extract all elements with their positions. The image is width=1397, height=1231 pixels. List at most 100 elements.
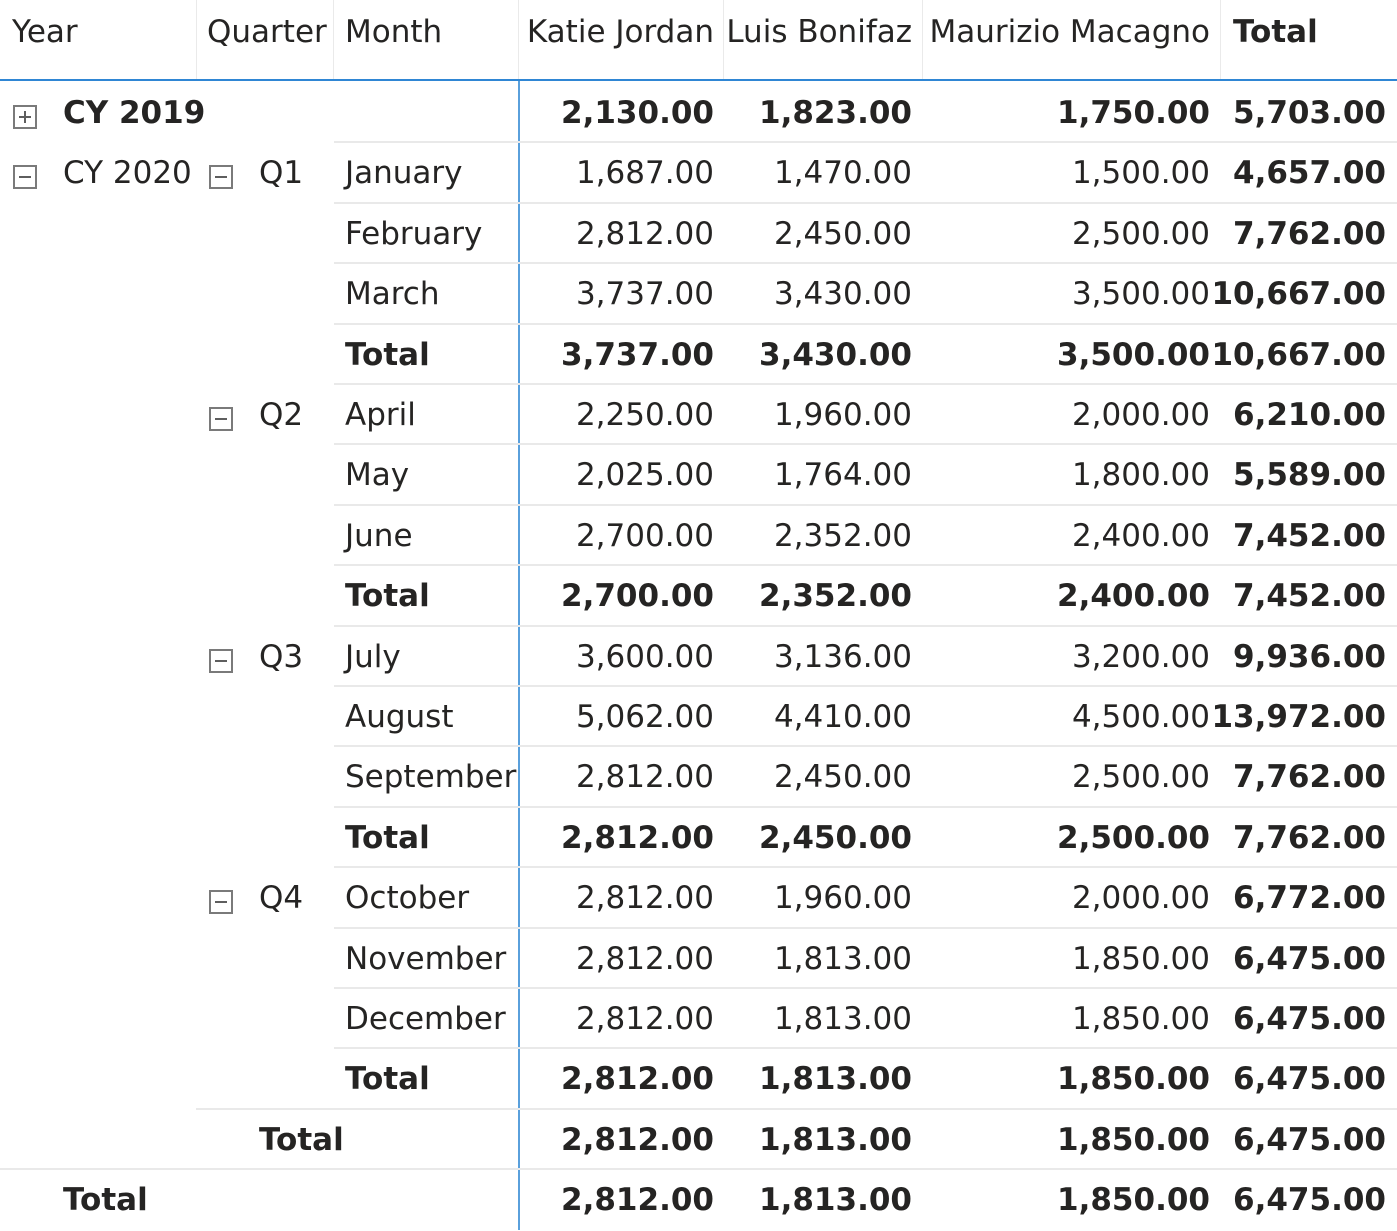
cell-luis-bonifaz[interactable]: 1,813.00 xyxy=(759,1182,912,1218)
cell-total[interactable]: 5,703.00 xyxy=(1233,95,1386,131)
cell-luis-bonifaz[interactable]: 2,450.00 xyxy=(759,820,912,856)
column-header-maurizio-macagno[interactable]: Maurizio Macagno xyxy=(929,14,1210,50)
cell-luis-bonifaz[interactable]: 2,450.00 xyxy=(773,216,912,252)
cell-katie-jordan[interactable]: 2,025.00 xyxy=(575,457,714,493)
cell-maurizio-macagno[interactable]: 2,000.00 xyxy=(1071,397,1210,433)
row-header-quarter[interactable]: Q1 xyxy=(259,155,304,191)
cell-total[interactable]: 7,452.00 xyxy=(1233,578,1386,614)
cell-luis-bonifaz[interactable]: 4,410.00 xyxy=(773,699,912,735)
cell-katie-jordan[interactable]: 2,812.00 xyxy=(561,1061,714,1097)
row-header-month[interactable]: March xyxy=(345,276,440,312)
row-header-month[interactable]: May xyxy=(345,457,410,493)
column-header-total[interactable]: Total xyxy=(1233,14,1318,50)
cell-katie-jordan[interactable]: 2,250.00 xyxy=(575,397,714,433)
column-header-katie-jordan[interactable]: Katie Jordan xyxy=(526,14,714,50)
column-header-quarter[interactable]: Quarter xyxy=(207,14,327,50)
cell-total[interactable]: 6,475.00 xyxy=(1233,1182,1386,1218)
cell-total[interactable]: 5,589.00 xyxy=(1233,457,1386,493)
collapse-icon[interactable] xyxy=(13,165,37,189)
cell-maurizio-macagno[interactable]: 3,200.00 xyxy=(1071,639,1210,675)
cell-maurizio-macagno[interactable]: 1,850.00 xyxy=(1071,1001,1210,1037)
cell-total[interactable]: 10,667.00 xyxy=(1211,337,1386,373)
cell-maurizio-macagno[interactable]: 2,400.00 xyxy=(1057,578,1210,614)
cell-total[interactable]: 13,972.00 xyxy=(1211,699,1386,735)
cell-katie-jordan[interactable]: 3,737.00 xyxy=(575,276,714,312)
cell-maurizio-macagno[interactable]: 1,850.00 xyxy=(1071,941,1210,977)
collapse-icon[interactable] xyxy=(209,165,233,189)
row-header-quarter[interactable]: Q4 xyxy=(259,880,304,916)
cell-luis-bonifaz[interactable]: 3,136.00 xyxy=(773,639,912,675)
cell-maurizio-macagno[interactable]: 2,400.00 xyxy=(1071,518,1210,554)
cell-maurizio-macagno[interactable]: 1,500.00 xyxy=(1071,155,1210,191)
cell-total[interactable]: 7,762.00 xyxy=(1233,759,1386,795)
cell-luis-bonifaz[interactable]: 2,352.00 xyxy=(759,578,912,614)
cell-maurizio-macagno[interactable]: 3,500.00 xyxy=(1057,337,1210,373)
cell-katie-jordan[interactable]: 2,812.00 xyxy=(575,880,714,916)
cell-katie-jordan[interactable]: 2,812.00 xyxy=(561,1122,714,1158)
row-header-month[interactable]: September xyxy=(345,759,517,795)
cell-luis-bonifaz[interactable]: 1,813.00 xyxy=(773,941,912,977)
row-header-month[interactable]: August xyxy=(345,699,454,735)
cell-total[interactable]: 4,657.00 xyxy=(1233,155,1386,191)
collapse-icon[interactable] xyxy=(209,407,233,431)
cell-total[interactable]: 6,772.00 xyxy=(1233,880,1386,916)
column-header-luis-bonifaz[interactable]: Luis Bonifaz xyxy=(726,14,912,50)
row-header-month[interactable]: February xyxy=(345,216,483,252)
cell-katie-jordan[interactable]: 2,812.00 xyxy=(575,1001,714,1037)
cell-total[interactable]: 6,475.00 xyxy=(1233,941,1386,977)
cell-luis-bonifaz[interactable]: 1,823.00 xyxy=(759,95,912,131)
column-header-year[interactable]: Year xyxy=(12,14,78,50)
cell-luis-bonifaz[interactable]: 1,813.00 xyxy=(759,1122,912,1158)
cell-maurizio-macagno[interactable]: 2,500.00 xyxy=(1071,759,1210,795)
cell-luis-bonifaz[interactable]: 1,960.00 xyxy=(773,397,912,433)
row-header-month[interactable]: June xyxy=(345,518,413,554)
row-header-month[interactable]: October xyxy=(345,880,470,916)
cell-total[interactable]: 10,667.00 xyxy=(1211,276,1386,312)
cell-katie-jordan[interactable]: 3,737.00 xyxy=(561,337,714,373)
cell-total[interactable]: 7,762.00 xyxy=(1233,820,1386,856)
collapse-icon[interactable] xyxy=(209,890,233,914)
cell-katie-jordan[interactable]: 2,812.00 xyxy=(575,216,714,252)
cell-maurizio-macagno[interactable]: 2,500.00 xyxy=(1071,216,1210,252)
row-header-month[interactable]: April xyxy=(345,397,416,433)
cell-maurizio-macagno[interactable]: 3,500.00 xyxy=(1071,276,1210,312)
collapse-icon[interactable] xyxy=(209,649,233,673)
row-header-month[interactable]: January xyxy=(345,155,463,191)
cell-luis-bonifaz[interactable]: 1,764.00 xyxy=(773,457,912,493)
cell-maurizio-macagno[interactable]: 2,500.00 xyxy=(1057,820,1210,856)
cell-luis-bonifaz[interactable]: 2,352.00 xyxy=(773,518,912,554)
row-header-month[interactable]: July xyxy=(345,639,401,675)
cell-total[interactable]: 6,475.00 xyxy=(1233,1001,1386,1037)
cell-total[interactable]: 9,936.00 xyxy=(1233,639,1386,675)
cell-katie-jordan[interactable]: 2,812.00 xyxy=(575,759,714,795)
row-header-year[interactable]: CY 2020 xyxy=(63,155,192,191)
column-header-month[interactable]: Month xyxy=(345,14,443,50)
cell-maurizio-macagno[interactable]: 1,850.00 xyxy=(1057,1061,1210,1097)
row-header-month[interactable]: November xyxy=(345,941,507,977)
cell-maurizio-macagno[interactable]: 4,500.00 xyxy=(1071,699,1210,735)
row-header-quarter[interactable]: Q3 xyxy=(259,639,304,675)
cell-total[interactable]: 6,210.00 xyxy=(1233,397,1386,433)
cell-katie-jordan[interactable]: 2,812.00 xyxy=(575,941,714,977)
cell-luis-bonifaz[interactable]: 1,813.00 xyxy=(773,1001,912,1037)
cell-maurizio-macagno[interactable]: 2,000.00 xyxy=(1071,880,1210,916)
cell-katie-jordan[interactable]: 3,600.00 xyxy=(575,639,714,675)
cell-katie-jordan[interactable]: 2,130.00 xyxy=(561,95,714,131)
cell-maurizio-macagno[interactable]: 1,800.00 xyxy=(1071,457,1210,493)
cell-luis-bonifaz[interactable]: 1,960.00 xyxy=(773,880,912,916)
row-header-year[interactable]: CY 2019 xyxy=(63,95,206,131)
row-header-month[interactable]: December xyxy=(345,1001,506,1037)
cell-luis-bonifaz[interactable]: 1,813.00 xyxy=(759,1061,912,1097)
cell-luis-bonifaz[interactable]: 1,470.00 xyxy=(773,155,912,191)
cell-total[interactable]: 7,452.00 xyxy=(1233,518,1386,554)
cell-katie-jordan[interactable]: 2,700.00 xyxy=(561,578,714,614)
cell-maurizio-macagno[interactable]: 1,850.00 xyxy=(1057,1122,1210,1158)
cell-katie-jordan[interactable]: 2,812.00 xyxy=(561,820,714,856)
cell-katie-jordan[interactable]: 2,700.00 xyxy=(575,518,714,554)
cell-katie-jordan[interactable]: 2,812.00 xyxy=(561,1182,714,1218)
cell-total[interactable]: 7,762.00 xyxy=(1233,216,1386,252)
cell-luis-bonifaz[interactable]: 3,430.00 xyxy=(773,276,912,312)
cell-katie-jordan[interactable]: 1,687.00 xyxy=(575,155,714,191)
expand-icon[interactable] xyxy=(13,105,37,129)
cell-maurizio-macagno[interactable]: 1,750.00 xyxy=(1057,95,1210,131)
